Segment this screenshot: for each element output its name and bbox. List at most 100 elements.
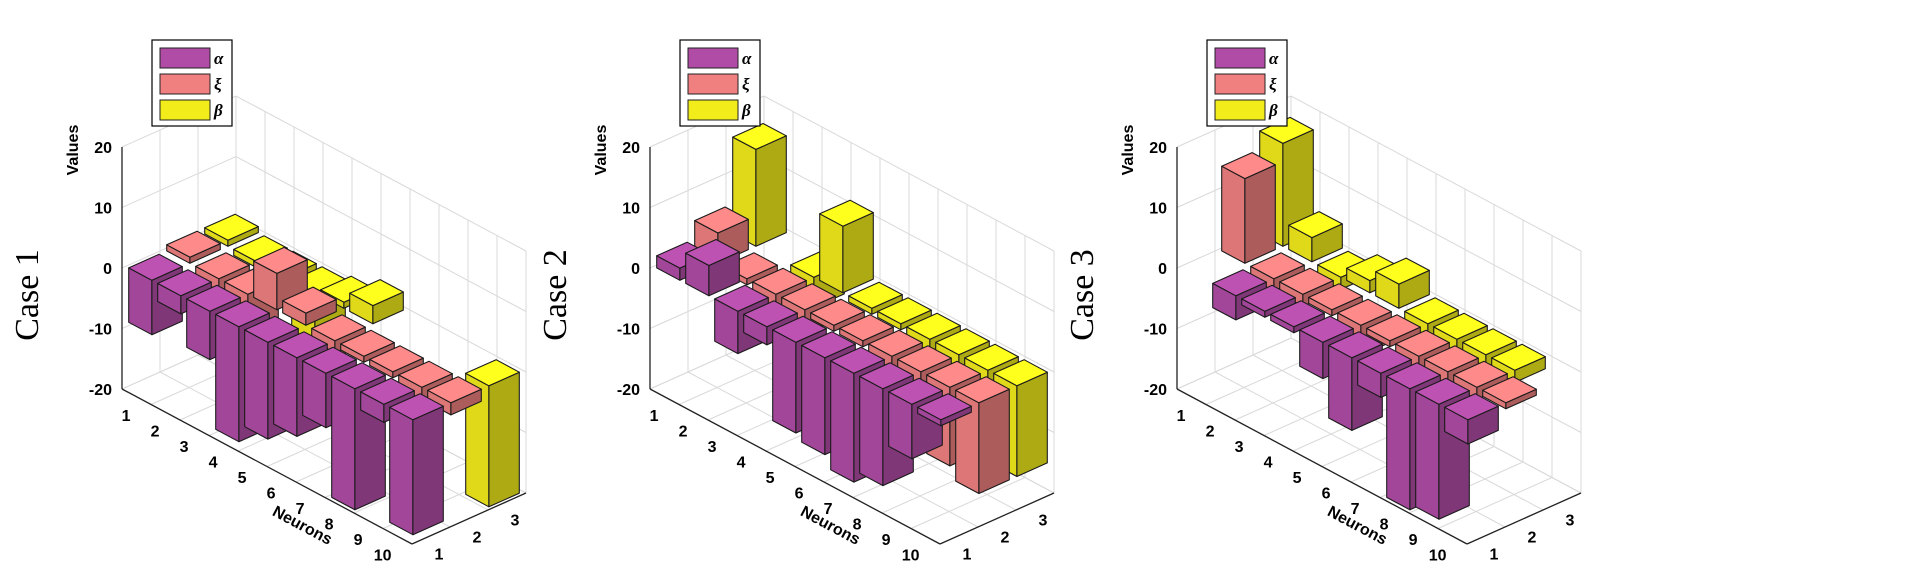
legend-swatch [1214, 99, 1266, 121]
x-tick-label: 4 [737, 454, 746, 471]
legend-swatch [1214, 73, 1266, 95]
z-tick-label: 20 [94, 140, 112, 157]
x-tick-labels: 1 2 3 4 5 6 7 8 9 10 [1177, 408, 1447, 565]
z-tick-label: 10 [1149, 201, 1167, 218]
axis-lines [1176, 147, 1582, 545]
z-tick-label: -10 [89, 322, 112, 339]
legend-swatch [687, 99, 739, 121]
bar-β-neuron-6 [349, 279, 404, 325]
bar-ξ-neuron-6 [1366, 314, 1421, 348]
z-tick-labels: 20 10 0 -10 -20 [89, 140, 112, 399]
bar-ξ-neuron-10 [955, 376, 1010, 495]
x-tick-label: 10 [1429, 547, 1447, 564]
z-tick-label: 20 [622, 140, 640, 157]
x-tick-label: 3 [1235, 439, 1244, 456]
x-tick-label: 8 [325, 516, 334, 533]
z-tick-label: 0 [103, 261, 112, 278]
bars [656, 122, 1048, 495]
bar-ξ-neuron-1 [1221, 152, 1276, 264]
bar-β-neuron-6 [877, 297, 932, 331]
axis-lines [121, 147, 527, 545]
legend-swatch [159, 47, 211, 69]
x-tick-label: 7 [824, 501, 833, 518]
x-tick-label: 2 [679, 423, 688, 440]
legend-swatch [1214, 47, 1266, 69]
z-axis-title: Values [1120, 125, 1137, 176]
x-tick-label: 6 [1322, 485, 1331, 502]
bar-α-neuron-10 [1444, 393, 1499, 445]
z-tick-label: 20 [1149, 140, 1167, 157]
x-tick-label: 8 [1380, 516, 1389, 533]
bars [128, 213, 520, 536]
z-tick-label: -20 [617, 382, 640, 399]
bar-α-neuron-4 [1270, 300, 1325, 334]
y-tick-label: 2 [1528, 530, 1537, 547]
x-tick-label: 1 [122, 408, 131, 425]
bar-α-neuron-10 [917, 393, 972, 427]
bar-ξ-neuron-6 [839, 314, 894, 348]
x-tick-label: 6 [795, 485, 804, 502]
bar-β-neuron-5 [848, 281, 903, 315]
x-tick-label: 10 [374, 547, 392, 564]
legend-swatch [687, 47, 739, 69]
bar-β-neuron-4 [819, 199, 874, 294]
x-tick-label: 3 [180, 439, 189, 456]
x-tick-label: 4 [209, 454, 218, 471]
bar-ξ-neuron-5 [282, 286, 337, 326]
x-tick-label: 5 [766, 470, 775, 487]
x-tick-labels: 1 2 3 4 5 6 7 8 9 10 [122, 408, 392, 565]
z-tick-label: 10 [622, 201, 640, 218]
z-tick-label: -10 [1144, 322, 1167, 339]
x-tick-label: 5 [1293, 470, 1302, 487]
x-tick-label: 9 [1409, 532, 1418, 549]
legend-swatch [159, 73, 211, 95]
z-axis-title: Values [593, 125, 610, 176]
x-tick-label: 7 [1351, 501, 1360, 518]
x-tick-labels: 1 2 3 4 5 6 7 8 9 10 [650, 408, 920, 565]
bar-β-neuron-1 [204, 213, 259, 247]
legend-label: ξ [1269, 75, 1277, 94]
z-tick-label: -20 [1144, 382, 1167, 399]
legend: αξβ [679, 39, 761, 127]
y-tick-label: 3 [511, 513, 520, 530]
bar-α-neuron-2 [685, 238, 740, 297]
legend: αξβ [151, 39, 233, 127]
bar-ξ-neuron-5 [810, 298, 865, 332]
y-tick-label: 3 [1039, 513, 1048, 530]
bar-ξ-neuron-4 [1308, 283, 1363, 317]
x-tick-label: 9 [354, 532, 363, 549]
case-label: Case 2 [537, 249, 574, 341]
legend-label: α [742, 49, 752, 68]
legend-swatch [159, 99, 211, 121]
y-tick-label: 2 [473, 530, 482, 547]
x-tick-label: 7 [296, 501, 305, 518]
x-tick-label: 1 [1177, 408, 1186, 425]
y-tick-label: 1 [963, 547, 972, 564]
bar-ξ-neuron-10 [1482, 376, 1537, 410]
x-tick-label: 10 [902, 547, 920, 564]
case-label: Case 3 [1064, 249, 1101, 341]
legend: αξβ [1206, 39, 1288, 127]
legend-label: α [1269, 49, 1279, 68]
legend-label: α [214, 49, 224, 68]
legend-label: ξ [742, 75, 750, 94]
x-tick-label: 4 [1264, 454, 1273, 471]
x-tick-label: 3 [708, 439, 717, 456]
y-tick-labels: 1 2 3 [435, 513, 520, 564]
legend-label: β [741, 101, 751, 120]
x-tick-label: 9 [882, 532, 891, 549]
case-label: Case 1 [9, 249, 46, 341]
x-tick-label: 8 [853, 516, 862, 533]
z-tick-labels: 20 10 0 -10 -20 [617, 140, 640, 399]
x-tick-label: 2 [1206, 423, 1215, 440]
z-tick-labels: 20 10 0 -10 -20 [1144, 140, 1167, 399]
z-tick-label: 0 [1158, 261, 1167, 278]
bar-ξ-neuron-7 [340, 329, 395, 363]
x-tick-label: 1 [650, 408, 659, 425]
x-tick-label: 6 [267, 485, 276, 502]
bar-α-neuron-10 [389, 393, 444, 536]
